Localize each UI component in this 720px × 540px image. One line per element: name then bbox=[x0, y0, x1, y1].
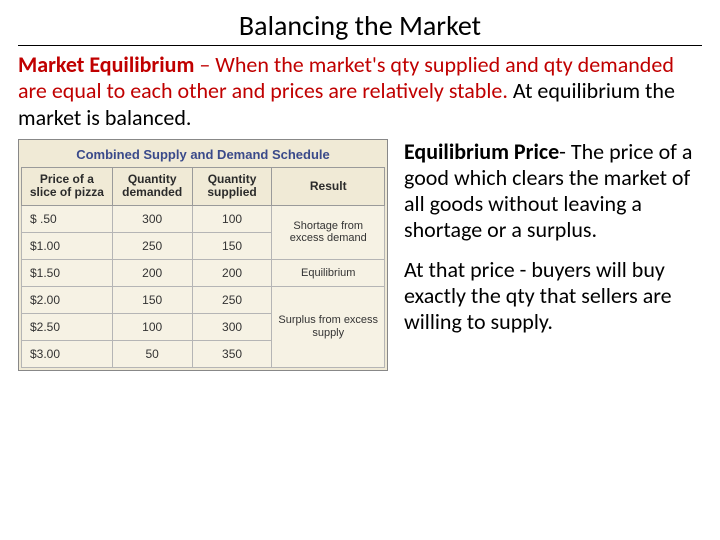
cell-qs: 200 bbox=[192, 259, 272, 286]
th-result: Result bbox=[272, 168, 385, 205]
definition-term: Market Equilibrium bbox=[18, 51, 194, 78]
table-body: $ .50300100Shortage from excess demand$1… bbox=[22, 205, 385, 367]
equilibrium-price-term: Equilibrium Price bbox=[404, 138, 559, 165]
schedule-table-wrap: Combined Supply and Demand Schedule Pric… bbox=[18, 139, 388, 370]
cell-qd: 200 bbox=[112, 259, 192, 286]
table-row: $1.50200200Equilibrium bbox=[22, 259, 385, 286]
table-header-row: Price of a slice of pizza Quantity deman… bbox=[22, 168, 385, 205]
equilibrium-price-dash: - bbox=[559, 138, 571, 165]
cell-qd: 250 bbox=[112, 232, 192, 259]
buyers-sellers-para: At that price - buyers will buy exactly … bbox=[404, 257, 702, 335]
table-row: $ .50300100Shortage from excess demand bbox=[22, 205, 385, 232]
cell-qd: 300 bbox=[112, 205, 192, 232]
right-text-column: Equilibrium Price- The price of a good w… bbox=[404, 139, 702, 370]
th-qs: Quantity supplied bbox=[192, 168, 272, 205]
cell-qd: 50 bbox=[112, 340, 192, 367]
cell-price: $2.50 bbox=[22, 313, 113, 340]
equilibrium-price-para: Equilibrium Price- The price of a good w… bbox=[404, 139, 702, 243]
cell-qs: 250 bbox=[192, 286, 272, 313]
table-column: Combined Supply and Demand Schedule Pric… bbox=[18, 139, 388, 370]
cell-qs: 350 bbox=[192, 340, 272, 367]
cell-qs: 150 bbox=[192, 232, 272, 259]
cell-price: $1.50 bbox=[22, 259, 113, 286]
page-title: Balancing the Market bbox=[18, 8, 702, 46]
cell-qd: 100 bbox=[112, 313, 192, 340]
table-row: $2.00150250Surplus from excess supply bbox=[22, 286, 385, 313]
cell-qs: 300 bbox=[192, 313, 272, 340]
th-qd: Quantity demanded bbox=[112, 168, 192, 205]
cell-result: Shortage from excess demand bbox=[272, 205, 385, 259]
cell-price: $1.00 bbox=[22, 232, 113, 259]
definition-sep: – bbox=[194, 51, 215, 78]
cell-qd: 150 bbox=[112, 286, 192, 313]
th-price: Price of a slice of pizza bbox=[22, 168, 113, 205]
schedule-table: Price of a slice of pizza Quantity deman… bbox=[21, 167, 385, 367]
cell-result: Surplus from excess supply bbox=[272, 286, 385, 367]
cell-qs: 100 bbox=[192, 205, 272, 232]
main-row: Combined Supply and Demand Schedule Pric… bbox=[18, 139, 702, 370]
table-title: Combined Supply and Demand Schedule bbox=[21, 144, 385, 167]
cell-price: $3.00 bbox=[22, 340, 113, 367]
cell-price: $2.00 bbox=[22, 286, 113, 313]
cell-result: Equilibrium bbox=[272, 259, 385, 286]
definition-block: Market Equilibrium – When the market's q… bbox=[18, 52, 702, 131]
cell-price: $ .50 bbox=[22, 205, 113, 232]
